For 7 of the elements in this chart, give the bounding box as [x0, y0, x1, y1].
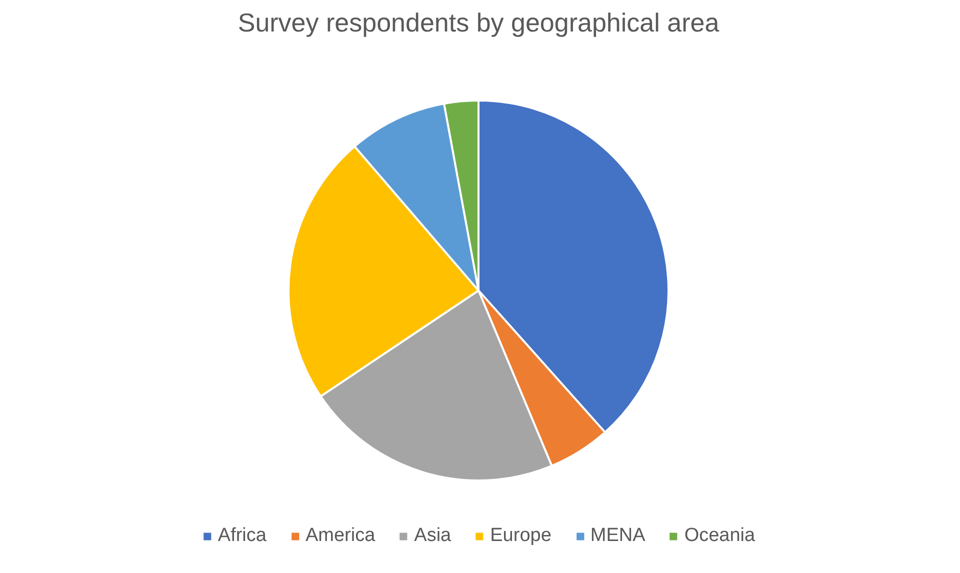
- legend-label: Asia: [414, 525, 452, 547]
- legend-label: Africa: [218, 525, 266, 547]
- chart-title: Survey respondents by geographical area: [238, 8, 720, 38]
- legend-label: MENA: [590, 525, 646, 547]
- legend-label: Europe: [490, 525, 552, 547]
- legend-label: America: [305, 525, 376, 547]
- legend-label: Oceania: [684, 525, 756, 547]
